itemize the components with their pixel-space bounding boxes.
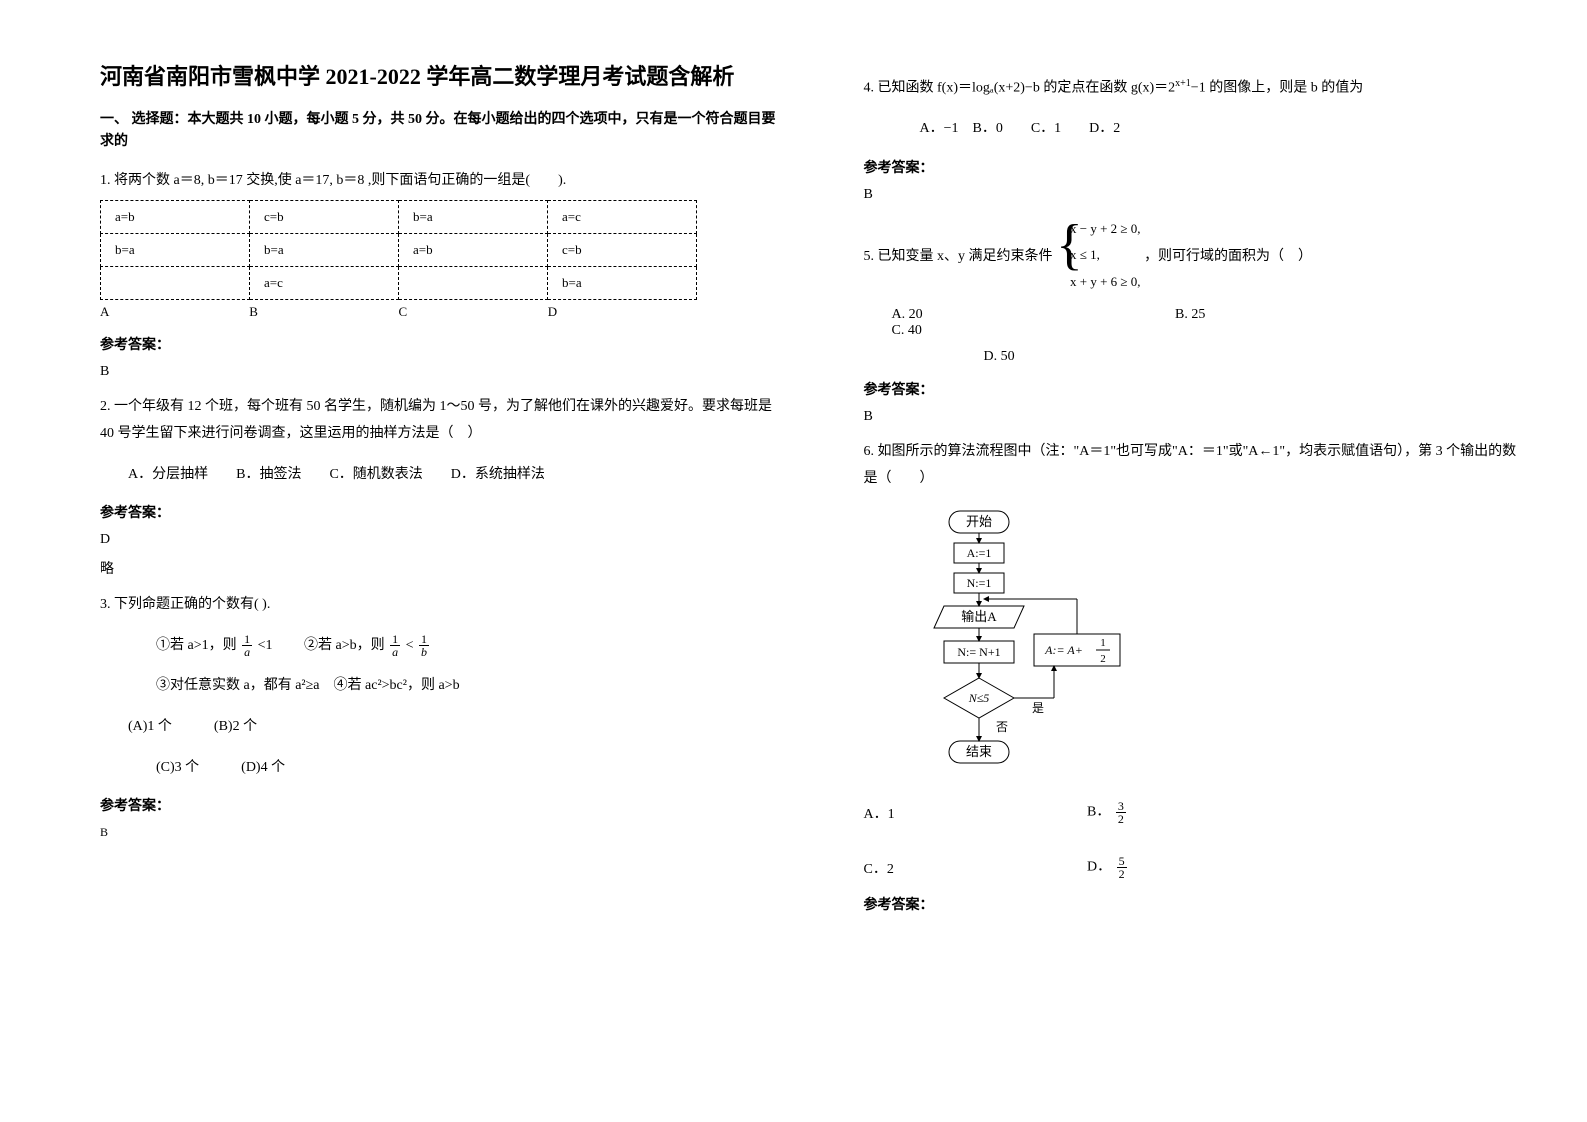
q6-options-row2: C．2 D． 5 2: [864, 855, 1528, 880]
flow-box: A:=1: [966, 546, 991, 560]
flow-output: 输出A: [961, 609, 997, 624]
section-1-heading: 一、 选择题：本大题共 10 小题，每小题 5 分，共 50 分。在每小题给出的…: [100, 109, 784, 154]
q4-stem: 4. 已知函数 f(x)＝logₐ(x+2)−b 的定点在函数 g(x)＝2x+…: [864, 74, 1528, 102]
flow-no-label: 否: [996, 720, 1008, 734]
q1-table-foot: A B C D: [100, 304, 784, 320]
flow-condition: N≤5: [967, 691, 989, 705]
q3-line1: ①若 a>1，则 1a <1 ②若 a>b，则 1a < 1b: [100, 633, 784, 660]
cell: a=b: [399, 234, 548, 267]
option-prefix: B．: [1087, 805, 1110, 820]
frac-n: 1: [1100, 637, 1106, 649]
answer-extra: 略: [100, 558, 784, 578]
option: A．1: [864, 803, 1084, 823]
answer-label: 参考答案：: [100, 502, 784, 522]
fraction: 1a: [242, 633, 252, 658]
cell: c=b: [548, 234, 697, 267]
option-prefix: D．: [1087, 860, 1111, 875]
text: <1: [258, 638, 273, 653]
cell: [101, 267, 250, 300]
right-column: 4. 已知函数 f(x)＝logₐ(x+2)−b 的定点在函数 g(x)＝2x+…: [824, 60, 1548, 1102]
fraction: 5 2: [1117, 855, 1127, 880]
cell: b=a: [548, 267, 697, 300]
q1-stem: 1. 将两个数 a＝8, b＝17 交换,使 a＝17, b＝8 ,则下面语句正…: [100, 168, 784, 195]
answer-label: 参考答案：: [864, 379, 1528, 399]
title: 河南省南阳市雪枫中学 2021-2022 学年高二数学理月考试题含解析: [100, 60, 784, 93]
text: ①若 a>1，则: [156, 638, 240, 653]
option: A. 20: [892, 307, 1172, 323]
answer-value: B: [864, 409, 1528, 425]
fraction: 1b: [419, 633, 429, 658]
answer-value: B: [100, 364, 784, 380]
text: <: [406, 638, 417, 653]
frac-d: 2: [1116, 813, 1126, 825]
flowchart-svg: 开始 A:=1 N:=1 输出A N:= N+1: [904, 506, 1164, 786]
cell: a=b: [101, 201, 250, 234]
flowchart: 开始 A:=1 N:=1 输出A N:= N+1: [904, 506, 1528, 786]
table-row: a=b c=b b=a a=c: [101, 201, 697, 234]
q4-options: A．−1 B．0 C．1 D．2: [864, 116, 1528, 143]
q6-options-row1: A．1 B． 3 2: [864, 800, 1528, 825]
flow-box: N:=1: [966, 576, 991, 590]
frac-d: 2: [1117, 868, 1127, 880]
q2-options: A．分层抽样 B．抽签法 C．随机数表法 D．系统抽样法: [100, 462, 784, 489]
fraction: 3 2: [1116, 800, 1126, 825]
flow-yes-label: 是: [1032, 701, 1044, 715]
answer-label: 参考答案：: [100, 334, 784, 354]
table-row: a=c b=a: [101, 267, 697, 300]
left-column: 河南省南阳市雪枫中学 2021-2022 学年高二数学理月考试题含解析 一、 选…: [100, 60, 824, 1102]
fraction: 1a: [390, 633, 400, 658]
cell: a=c: [250, 267, 399, 300]
text: 4. 已知函数 f(x)＝logₐ(x+2)−b 的定点在函数 g(x)＝2: [864, 81, 1176, 96]
answer-value: D: [100, 532, 784, 548]
foot-label: A: [100, 304, 246, 320]
q5-options-row: A. 20 B. 25 C. 40: [864, 307, 1528, 339]
text: ②若 a>b，则: [276, 638, 388, 653]
q5-stem: 5. 已知变量 x、y 满足约束条件 { x − y + 2 ≥ 0, x ≤ …: [864, 217, 1528, 297]
frac-d: 2: [1100, 653, 1106, 665]
answer-label: 参考答案：: [864, 894, 1528, 914]
foot-label: C: [399, 304, 545, 320]
foot-label: B: [249, 304, 395, 320]
option: D. 50: [984, 349, 1144, 365]
flow-box-right: A:= A+: [1044, 643, 1083, 657]
superscript: x+1: [1175, 78, 1191, 89]
option: C．2: [864, 858, 1084, 878]
cell: b=a: [250, 234, 399, 267]
q6-stem: 6. 如图所示的算法流程图中（注："A＝1"也可写成"A：＝1"或"A←1"，均…: [864, 439, 1528, 492]
q3-line2: ③对任意实数 a，都有 a²≥a ④若 ac²>bc²，则 a>b: [100, 673, 784, 700]
cell: b=a: [101, 234, 250, 267]
answer-value: B: [864, 187, 1528, 203]
cell: b=a: [399, 201, 548, 234]
table-row: b=a b=a a=b c=b: [101, 234, 697, 267]
flow-box: N:= N+1: [957, 645, 1000, 659]
flow-start: 开始: [965, 514, 991, 529]
option: B. 25: [1175, 307, 1375, 323]
text: ，则可行域的面积为（ ）: [1144, 249, 1312, 264]
foot-label: D: [548, 304, 557, 320]
option: D． 5 2: [1087, 855, 1247, 880]
option: C. 40: [892, 323, 1052, 339]
answer-label: 参考答案：: [100, 795, 784, 815]
option: B． 3 2: [1087, 800, 1247, 825]
text: −1 的图像上，则是 b 的值为: [1191, 81, 1363, 96]
q5-options-row2: D. 50: [864, 349, 1528, 365]
page: 河南省南阳市雪枫中学 2021-2022 学年高二数学理月考试题含解析 一、 选…: [0, 0, 1587, 1122]
q1-table: a=b c=b b=a a=c b=a b=a a=b c=b a=c b=a: [100, 200, 697, 300]
text: 5. 已知变量 x、y 满足约束条件: [864, 249, 1057, 264]
constraint-brace: { x − y + 2 ≥ 0, x ≤ 1, x + y + 6 ≥ 0,: [1056, 217, 1141, 297]
answer-label: 参考答案：: [864, 157, 1528, 177]
cell: c=b: [250, 201, 399, 234]
q3-stem: 3. 下列命题正确的个数有( ).: [100, 592, 784, 619]
q2-stem: 2. 一个年级有 12 个班，每个班有 50 名学生，随机编为 1～50 号，为…: [100, 394, 784, 447]
q3-options-b: (C)3 个 (D)4 个: [100, 755, 784, 782]
q3-options-a: (A)1 个 (B)2 个: [100, 714, 784, 741]
cell: a=c: [548, 201, 697, 234]
cell: [399, 267, 548, 300]
answer-value: B: [100, 825, 784, 840]
flow-end: 结束: [965, 744, 991, 759]
